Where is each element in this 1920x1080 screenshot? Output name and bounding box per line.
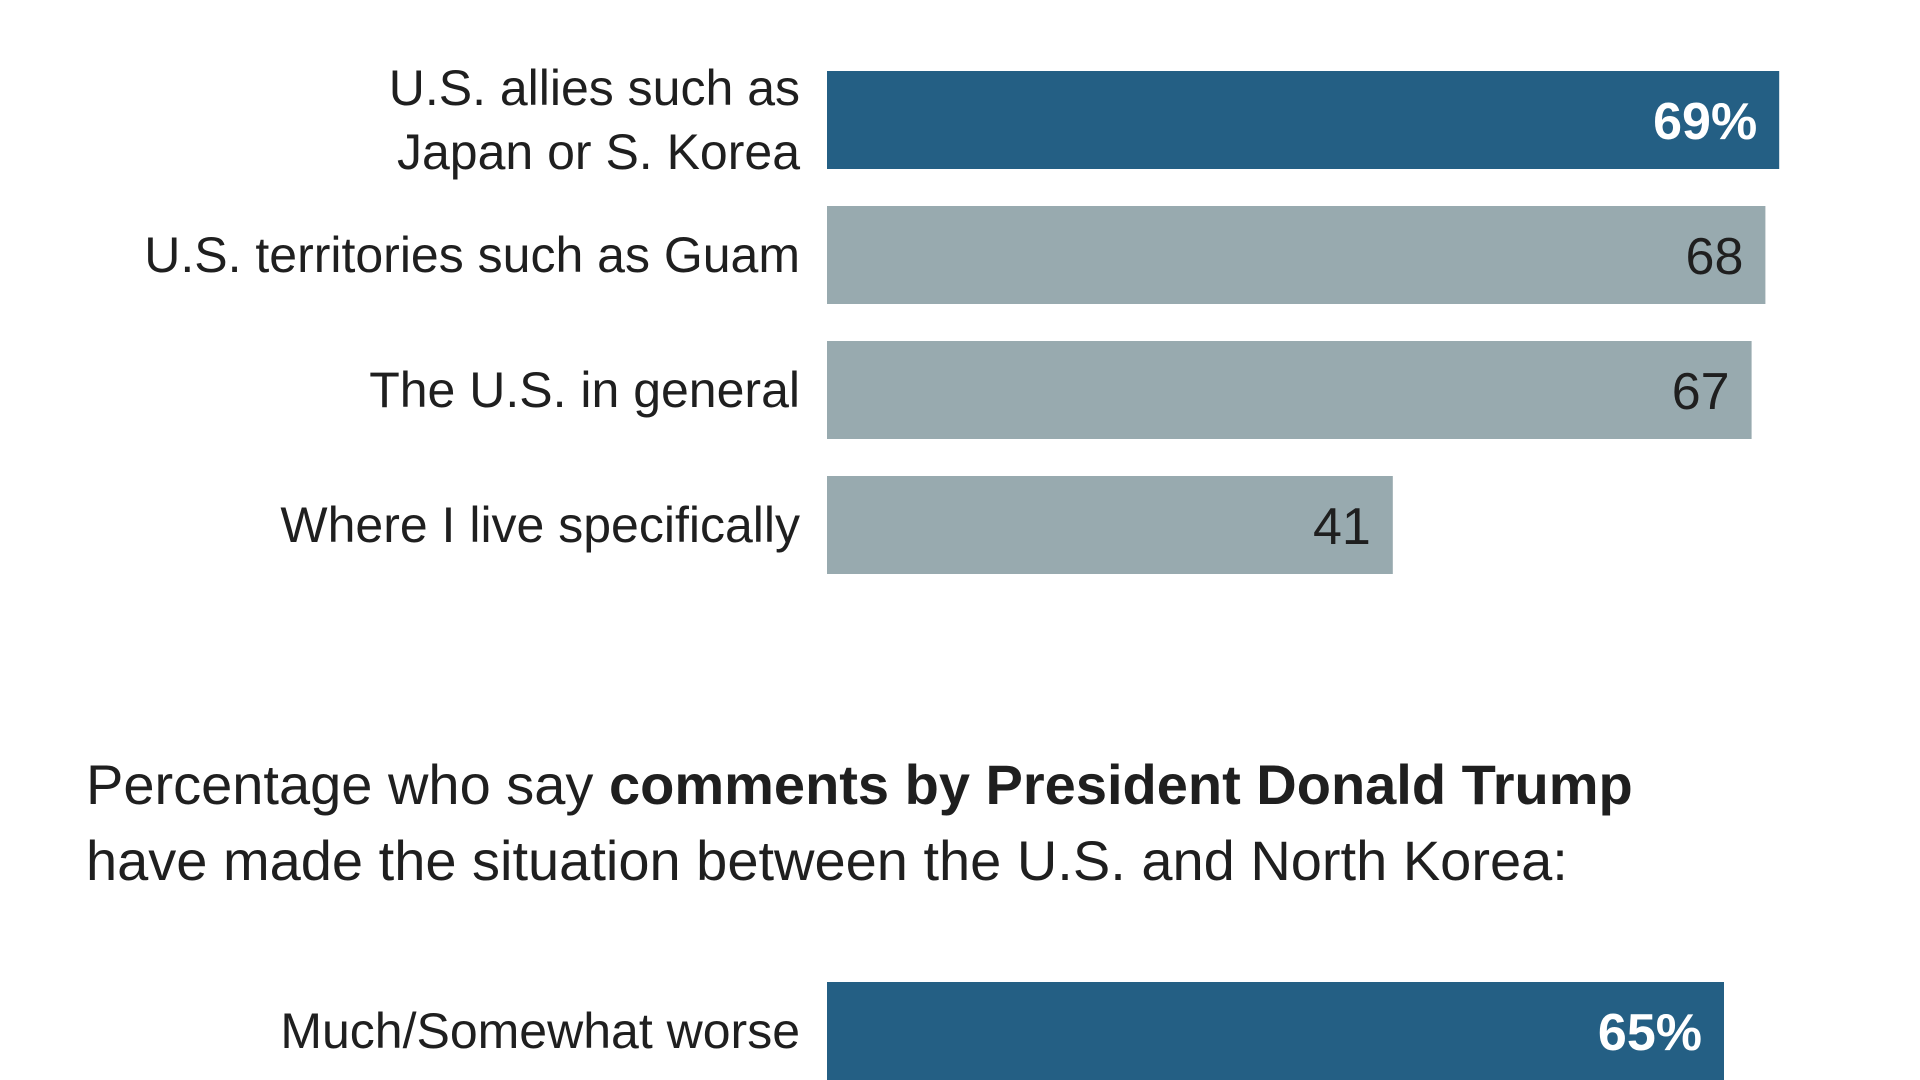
- targets-bar-1: [827, 71, 1780, 169]
- chart-title-line-1: Percentage who say comments by President…: [86, 753, 1633, 816]
- targets-category-label-3: The U.S. in general: [369, 362, 800, 418]
- chart-threat-targets: U.S. allies such as Japan or S. Korea 69% U…: [144, 60, 1780, 574]
- targets-value-label-1: 69%: [1653, 93, 1757, 151]
- targets-value-label-2: 68: [1686, 228, 1744, 286]
- chart-title-line-2: have made the situation between the U.S.…: [86, 829, 1568, 892]
- targets-category-label-1-line-2: Japan or S. Korea: [397, 124, 800, 180]
- chart-title-part-bold: comments by President Donald Trump: [609, 753, 1633, 816]
- trump-category-label-1: Much/Somewhat worse: [280, 1003, 800, 1059]
- targets-category-label-2: U.S. territories such as Guam: [144, 227, 800, 283]
- targets-bar-4: [827, 476, 1393, 574]
- trump-value-label-1: 65%: [1598, 1004, 1702, 1062]
- targets-value-label-4: 41: [1313, 498, 1371, 556]
- targets-category-label-4: Where I live specifically: [280, 497, 800, 553]
- targets-value-label-3: 67: [1672, 363, 1730, 421]
- chart-title: Percentage who say comments by President…: [86, 753, 1633, 892]
- chart-title-part-regular: Percentage who say: [86, 753, 609, 816]
- trump-bar-1: [827, 982, 1724, 1080]
- targets-bar-3: [827, 341, 1752, 439]
- targets-bar-2: [827, 206, 1766, 304]
- chart-trump-comments: Much/Somewhat worse 65%: [280, 982, 1724, 1080]
- targets-category-label-1-line-1: U.S. allies such as: [389, 60, 800, 116]
